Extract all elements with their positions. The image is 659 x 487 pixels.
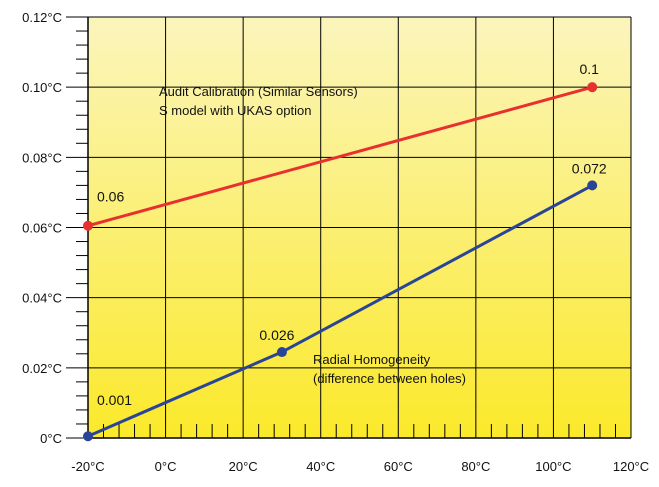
y-tick-label: 0.02°C xyxy=(22,361,62,376)
series-annotation: Audit Calibration (Similar Sensors) xyxy=(159,84,358,99)
x-tick-label: 0°C xyxy=(155,459,177,474)
x-tick-label: 100°C xyxy=(535,459,571,474)
y-tick-label: 0.12°C xyxy=(22,10,62,25)
data-point xyxy=(587,180,598,191)
x-tick-label: 80°C xyxy=(461,459,490,474)
series-line xyxy=(87,85,593,228)
data-label: 0.001 xyxy=(97,392,132,408)
x-tick-label: 60°C xyxy=(384,459,413,474)
series-layer: 0.06 0.1 0.001 0.026 0.072 xyxy=(83,61,607,442)
x-tick-labels: -20°C 0°C 20°C 40°C 60°C 80°C 100°C 120°C xyxy=(71,459,649,474)
y-tick-label: 0.10°C xyxy=(22,80,62,95)
minor-ticks xyxy=(76,30,616,438)
data-label: 0.06 xyxy=(97,189,124,205)
y-tick-label: 0.06°C xyxy=(22,221,62,236)
x-tick-label: 120°C xyxy=(613,459,649,474)
x-tick-label: 40°C xyxy=(306,459,335,474)
y-tick-label: 0°C xyxy=(40,431,62,446)
x-tick-label: -20°C xyxy=(71,459,104,474)
series-annotation: S model with UKAS option xyxy=(159,103,311,118)
data-label: 0.1 xyxy=(579,61,599,77)
data-point xyxy=(276,347,287,358)
series-annotation: Radial Homogeneity xyxy=(313,352,431,367)
data-point xyxy=(587,82,598,93)
data-point xyxy=(83,431,93,442)
y-tick-labels: 0°C 0.02°C 0.04°C 0.06°C 0.08°C 0.10°C 0.12°C xyxy=(22,10,62,446)
data-point xyxy=(83,220,93,231)
y-tick-label: 0.08°C xyxy=(22,150,62,165)
x-tick-label: 20°C xyxy=(229,459,258,474)
series-annotation: (difference between holes) xyxy=(313,371,466,386)
data-label: 0.072 xyxy=(572,160,607,176)
annotation-layer: Audit Calibration (Similar Sensors) S mod… xyxy=(159,84,466,386)
data-label: 0.026 xyxy=(259,327,294,343)
y-tick-label: 0.04°C xyxy=(22,291,62,306)
